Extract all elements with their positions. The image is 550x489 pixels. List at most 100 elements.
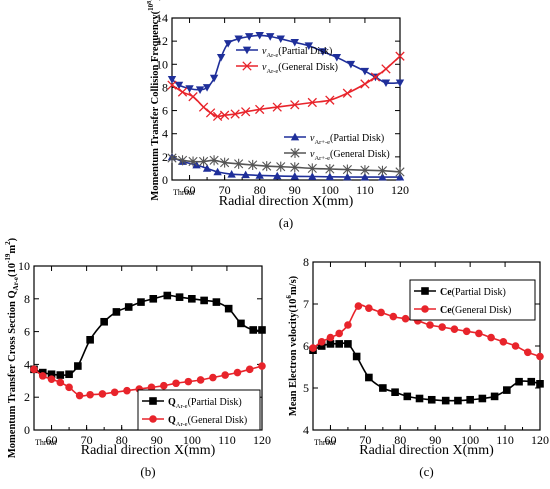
- data-point: [272, 102, 282, 112]
- data-point: [188, 92, 198, 102]
- data-point: [342, 164, 352, 175]
- data-point: [255, 171, 264, 179]
- data-point: [490, 392, 499, 401]
- data-point: [234, 158, 244, 169]
- panel-c: 60 70 80 90 100 110 120 Throat 4 5 6 7 8 Radial direc…: [285, 255, 549, 479]
- data-point: [123, 386, 131, 395]
- legend: QAr-e(Partial Disk) QAr-e(General Disk): [137, 389, 261, 431]
- data-point: [515, 377, 523, 386]
- data-point: [344, 340, 352, 348]
- x-tick-label: 120: [253, 433, 271, 447]
- y-tick-label: 4: [24, 357, 30, 371]
- x-axis-label: Radial direction X(mm): [81, 443, 216, 458]
- series-1: [30, 291, 266, 379]
- data-point: [195, 86, 205, 94]
- data-point: [221, 371, 229, 379]
- x-start-label: Throat: [35, 438, 57, 447]
- data-point: [163, 291, 172, 300]
- data-point: [224, 304, 233, 313]
- data-point: [308, 172, 317, 180]
- data-point: [401, 314, 410, 323]
- series-2: [167, 51, 405, 122]
- legend-label: QAr-e(Partial Disk): [168, 397, 242, 410]
- data-point: [47, 370, 56, 379]
- plot-frame: [171, 17, 401, 181]
- data-point: [478, 394, 487, 403]
- x-tick-label: 70: [81, 433, 93, 447]
- data-point: [110, 388, 119, 397]
- legend: νAr+-e(Partial Disk) νAr+-e(General Disk): [284, 132, 390, 162]
- series-1: [167, 31, 405, 94]
- data-point: [307, 163, 317, 174]
- x-tick-label: 80: [116, 433, 128, 447]
- legend-box: [137, 389, 261, 431]
- x-tick-label: 100: [461, 433, 479, 447]
- data-point: [266, 33, 275, 41]
- data-point: [167, 152, 177, 164]
- data-point: [234, 35, 243, 44]
- data-point: [98, 390, 107, 398]
- data-point: [202, 84, 212, 92]
- y-tick-label: 6: [24, 325, 30, 339]
- data-point: [499, 338, 508, 346]
- x-tick-label: 70: [359, 433, 371, 447]
- data-point: [523, 348, 532, 357]
- x-tick-label: 90: [289, 183, 301, 197]
- data-point: [213, 167, 222, 176]
- data-point: [159, 381, 168, 390]
- legend-marker: [290, 147, 300, 159]
- data-point: [360, 67, 370, 76]
- data-point: [177, 87, 188, 97]
- data-point: [177, 155, 188, 166]
- data-point: [198, 102, 209, 112]
- data-point: [395, 79, 405, 87]
- data-point: [184, 377, 193, 386]
- data-point: [209, 74, 219, 83]
- legend-marker: [421, 287, 429, 295]
- data-point: [304, 42, 313, 50]
- y-tick-label: 2: [24, 390, 30, 404]
- y-axis-label: Momentum Transfer Cross Section QAr-e(10…: [4, 237, 20, 458]
- data-point: [354, 302, 363, 310]
- data-point: [403, 392, 412, 401]
- data-point: [325, 95, 335, 105]
- data-point: [65, 370, 73, 379]
- x-tick-label: 60: [46, 433, 58, 447]
- legend-label: νAr+-e(General Disk): [310, 149, 390, 162]
- data-point: [175, 293, 184, 301]
- data-point: [227, 170, 236, 178]
- data-point: [325, 163, 335, 175]
- data-point: [75, 391, 84, 400]
- data-point: [346, 60, 356, 69]
- data-point: [223, 40, 233, 48]
- x-tick-label: 110: [218, 433, 236, 447]
- legend-marker: [242, 61, 252, 71]
- data-point: [326, 340, 335, 348]
- y-tick-label: 12: [156, 34, 168, 48]
- data-point: [325, 172, 335, 181]
- data-point: [536, 352, 544, 361]
- data-point: [360, 79, 370, 89]
- panel-a: 60 70 80 90 100 110 120 Throat 0 2 4 6 8 10 12 14 Radial…: [147, 0, 409, 230]
- panel-label: (a): [279, 215, 293, 230]
- legend-marker: [242, 46, 252, 55]
- data-point: [216, 53, 226, 62]
- x-tick-label: 80: [254, 183, 266, 197]
- series-2: [30, 362, 266, 400]
- data-point: [527, 377, 536, 386]
- data-point: [237, 319, 245, 328]
- y-tick-label: 6: [162, 104, 168, 118]
- data-point: [47, 375, 56, 383]
- panel-label: (b): [140, 464, 155, 479]
- y-tick-label: 0: [162, 173, 168, 187]
- data-point: [230, 109, 240, 119]
- data-point: [38, 372, 47, 380]
- data-point: [309, 344, 317, 352]
- data-point: [262, 161, 272, 172]
- data-point: [377, 165, 388, 176]
- data-point: [86, 390, 94, 399]
- x-tick-label: 60: [324, 433, 336, 447]
- y-tick-label: 4: [162, 127, 168, 141]
- data-point: [454, 396, 462, 405]
